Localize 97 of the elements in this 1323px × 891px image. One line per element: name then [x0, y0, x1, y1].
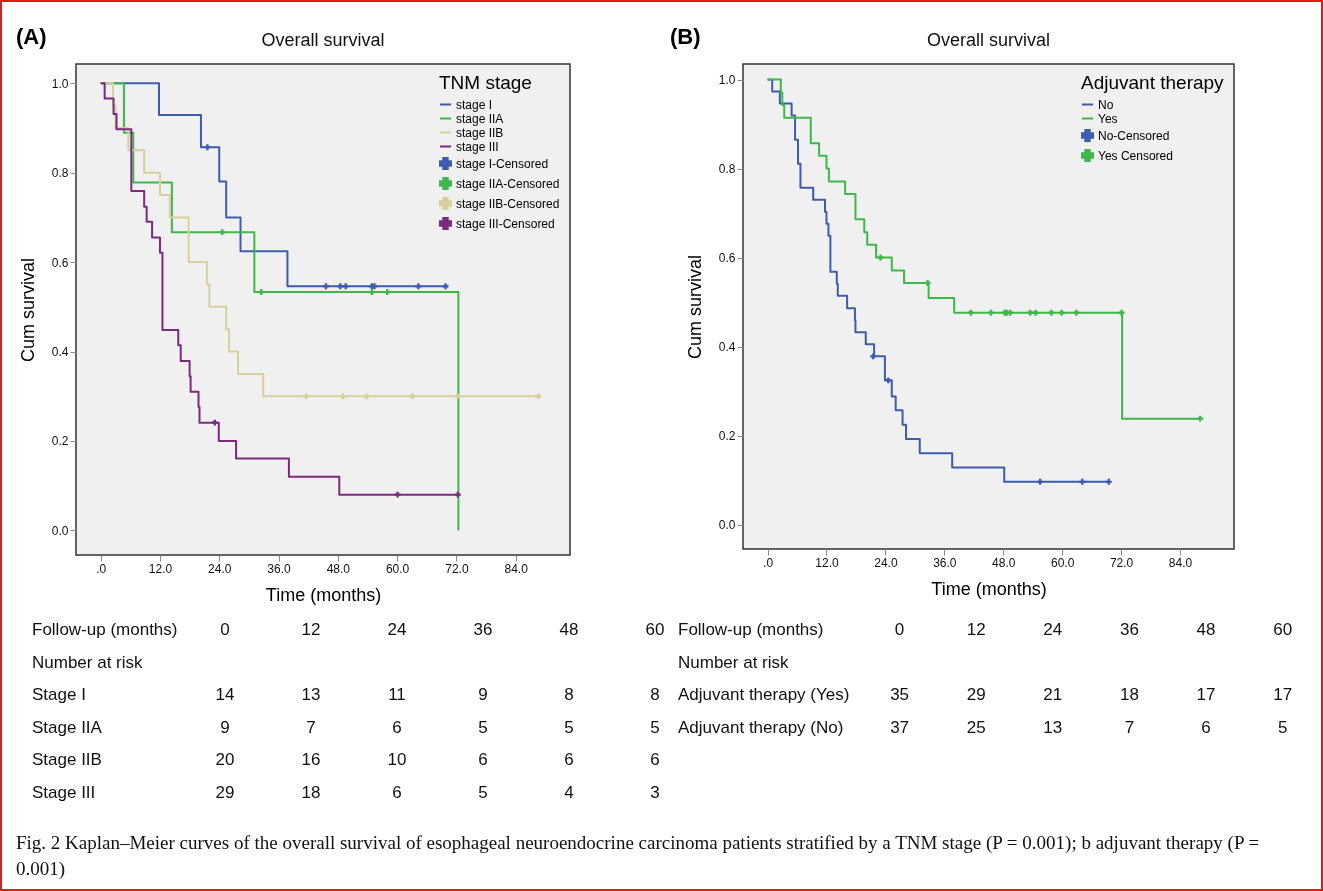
legend-title: TNM stage: [439, 72, 532, 93]
legend-label: No-Censored: [1098, 128, 1170, 143]
text: (A): [16, 24, 47, 50]
x-tick-label: 36.0: [267, 561, 292, 576]
point: [1007, 309, 1014, 316]
point: [368, 289, 375, 296]
point: [1079, 478, 1086, 485]
y-tick-label: 1.0: [718, 73, 736, 88]
x-tick-label: .0: [763, 555, 774, 570]
x-axis-title: Time (months): [931, 578, 1047, 599]
point: [204, 144, 211, 151]
point: [535, 393, 542, 400]
text: Follow-up (months) 0 12 24 36 48 60: [32, 620, 665, 640]
y-axis-title: Cum survival: [17, 257, 38, 363]
text: Follow-up (months) 0 12 24 36 48 60: [678, 620, 1293, 640]
point: [1197, 415, 1204, 422]
point: [219, 229, 226, 236]
y-tick-label: 0.2: [51, 434, 69, 449]
y-tick-label: 0.8: [51, 166, 69, 181]
point: [885, 377, 892, 384]
text: Stage I 14 13 11 9 8 8: [32, 685, 660, 705]
legend-label: stage I-Censored: [456, 156, 549, 171]
point: [409, 393, 416, 400]
point: [415, 283, 422, 290]
legend-label: stage IIB: [456, 125, 504, 140]
point: [988, 309, 994, 316]
y-tick-label: 0.6: [51, 255, 69, 270]
point: [870, 353, 877, 360]
text: Stage IIB 20 16 10 6 6 6: [32, 750, 660, 770]
legend-label: stage IIB-Censored: [456, 196, 560, 211]
point: [1118, 309, 1125, 316]
y-tick-label: 0.0: [51, 523, 69, 538]
point: [384, 289, 391, 296]
chart-title: Overall survival: [261, 30, 385, 50]
legend-label: stage IIA-Censored: [456, 176, 560, 191]
y-tick-label: 0.4: [51, 345, 69, 360]
point: [1105, 478, 1112, 485]
legend-label: stage III: [456, 139, 499, 154]
y-axis-title: Cum survival: [684, 254, 705, 360]
point: [342, 283, 349, 290]
legend-label: Yes: [1098, 111, 1118, 126]
x-tick-label: 48.0: [992, 555, 1016, 570]
legend-label: stage IIA: [456, 111, 504, 126]
point: [258, 289, 265, 296]
point: [924, 279, 931, 286]
x-tick-label: 36.0: [933, 555, 957, 570]
text: Number at risk: [32, 651, 144, 674]
point: [337, 283, 344, 290]
caption: Fig. 2 Kaplan–Meier curves of the overall survival of esophageal neuroendocrine carcinoma patients stratified by a TNM stage (P = 0.001); b adjuvant therapy (P = 0.001): [16, 831, 1261, 881]
legend-label: stage III-Censored: [456, 216, 555, 231]
x-tick-label: 72.0: [1109, 555, 1134, 570]
x-tick-label: .0: [96, 561, 107, 576]
x-tick-label: 24.0: [208, 561, 232, 576]
text: Stage IIA 9 7 6 5 5 5: [32, 717, 660, 737]
x-tick-label: 60.0: [385, 561, 410, 576]
point: [967, 309, 974, 316]
text: Stage III 29 18 6 5 4 3: [32, 782, 660, 802]
point: [303, 393, 310, 400]
text: Adjuvant therapy (No) 37 25 13 7 6 5: [678, 717, 1288, 737]
point: [339, 393, 346, 400]
y-tick-label: 1.0: [51, 76, 69, 91]
x-tick-label: 12.0: [815, 555, 839, 570]
point: [442, 283, 449, 290]
text: (B): [670, 24, 701, 50]
point: [1073, 309, 1080, 316]
x-tick-label: 60.0: [1050, 555, 1075, 570]
point: [1058, 309, 1065, 316]
y-tick-label: 0.0: [718, 518, 736, 533]
point: [877, 254, 884, 261]
point: [211, 419, 218, 426]
legend-label: No: [1098, 97, 1114, 112]
x-axis-title: Time (months): [265, 584, 382, 605]
chart-title: Overall survival: [926, 30, 1051, 50]
text: Number at risk: [678, 651, 790, 674]
x-tick-label: 84.0: [504, 561, 529, 576]
y-tick-label: 0.2: [718, 429, 736, 444]
point: [454, 393, 461, 400]
point: [1037, 478, 1044, 485]
y-tick-label: 0.4: [718, 340, 736, 355]
legend-label: Yes Censored: [1098, 148, 1173, 163]
point: [1032, 309, 1039, 316]
point: [394, 491, 401, 498]
y-tick-label: 0.8: [718, 162, 736, 177]
x-tick-label: 84.0: [1168, 555, 1193, 570]
x-tick-label: 24.0: [874, 555, 898, 570]
point: [363, 393, 370, 400]
legend-label: stage I: [456, 97, 493, 112]
point: [1048, 309, 1055, 316]
text: Adjuvant therapy (Yes) 35 29 21 18 17 17: [678, 685, 1293, 705]
point: [323, 283, 329, 290]
x-tick-label: 48.0: [326, 561, 351, 576]
y-tick-label: 0.6: [718, 251, 736, 266]
legend-title: Adjuvant therapy: [1081, 72, 1225, 93]
point: [1027, 309, 1034, 316]
x-tick-label: 12.0: [148, 561, 173, 576]
x-tick-label: 72.0: [445, 561, 469, 576]
point: [454, 491, 461, 498]
